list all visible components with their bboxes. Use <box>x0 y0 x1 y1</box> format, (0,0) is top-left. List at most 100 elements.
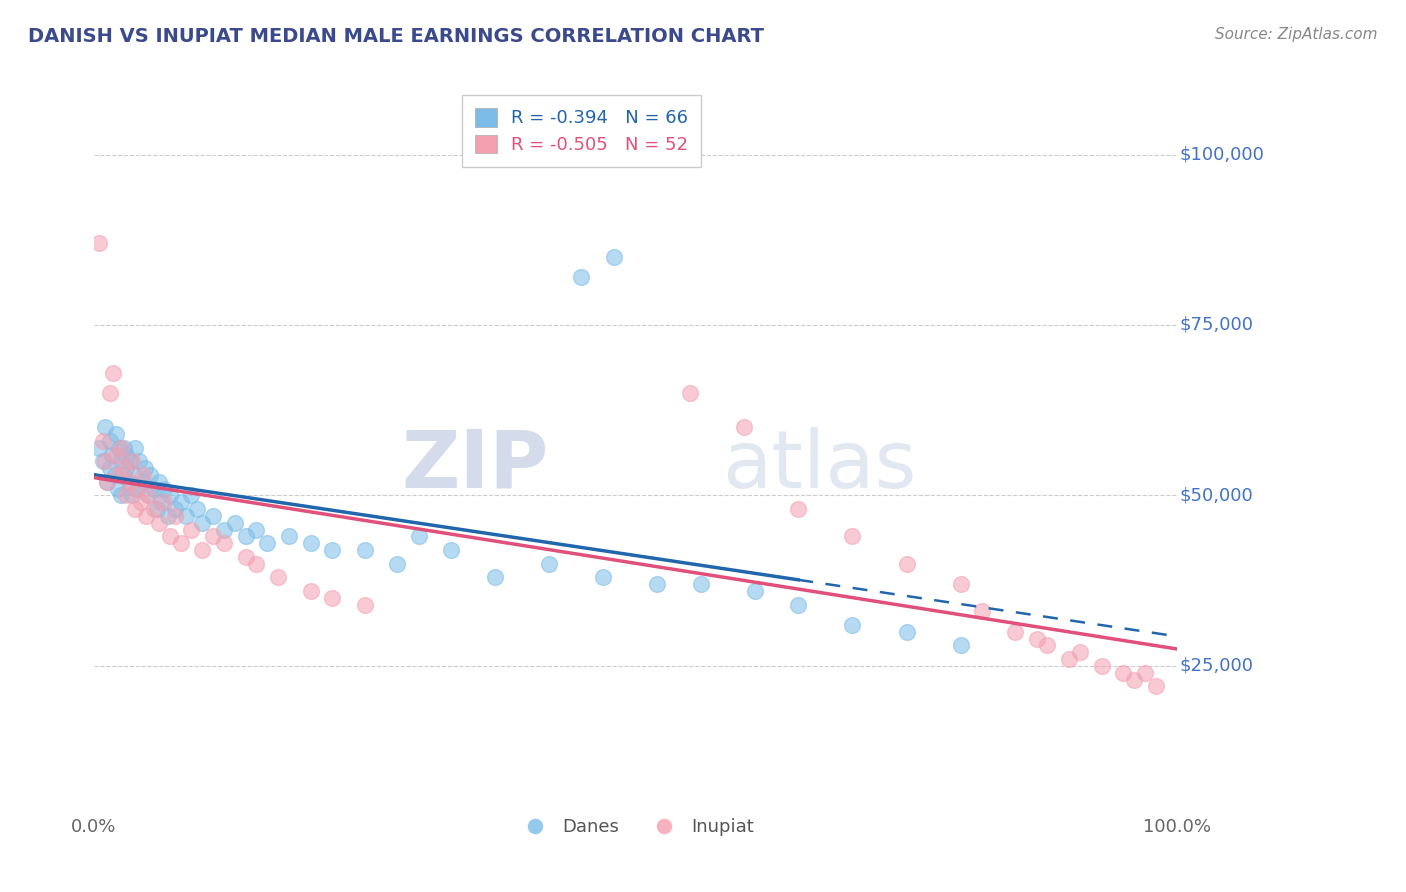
Point <box>744 583 766 598</box>
Text: atlas: atlas <box>723 426 917 505</box>
Point <box>112 441 135 455</box>
Point <box>787 502 810 516</box>
Point <box>124 441 146 455</box>
Point <box>949 577 972 591</box>
Point <box>896 624 918 639</box>
Point <box>972 604 994 618</box>
Point <box>1133 665 1156 680</box>
Point <box>96 475 118 489</box>
Point <box>110 488 132 502</box>
Point <box>245 523 267 537</box>
Point <box>1123 673 1146 687</box>
Point <box>278 529 301 543</box>
Point <box>440 543 463 558</box>
Point <box>321 591 343 605</box>
Point <box>256 536 278 550</box>
Point <box>134 461 156 475</box>
Point <box>1069 645 1091 659</box>
Point <box>159 529 181 543</box>
Point <box>122 468 145 483</box>
Point <box>148 516 170 530</box>
Point <box>121 488 143 502</box>
Point <box>571 270 593 285</box>
Point <box>1025 632 1047 646</box>
Text: ZIP: ZIP <box>402 426 548 505</box>
Point <box>245 557 267 571</box>
Point <box>139 468 162 483</box>
Point <box>235 549 257 564</box>
Point <box>112 468 135 483</box>
Point <box>647 577 669 591</box>
Text: $75,000: $75,000 <box>1180 316 1254 334</box>
Point <box>169 495 191 509</box>
Point <box>118 454 141 468</box>
Point <box>1057 652 1080 666</box>
Point <box>129 495 152 509</box>
Point <box>321 543 343 558</box>
Point <box>128 454 150 468</box>
Point <box>787 598 810 612</box>
Point <box>896 557 918 571</box>
Point <box>94 454 117 468</box>
Point <box>153 482 176 496</box>
Point <box>1036 639 1059 653</box>
Point <box>112 461 135 475</box>
Text: $25,000: $25,000 <box>1180 657 1254 675</box>
Point <box>299 583 322 598</box>
Point <box>101 448 124 462</box>
Point <box>174 508 197 523</box>
Point <box>841 618 863 632</box>
Point <box>96 475 118 489</box>
Point <box>165 508 187 523</box>
Point <box>949 639 972 653</box>
Point <box>131 475 153 489</box>
Point <box>124 502 146 516</box>
Text: DANISH VS INUPIAT MEDIAN MALE EARNINGS CORRELATION CHART: DANISH VS INUPIAT MEDIAN MALE EARNINGS C… <box>28 27 763 45</box>
Point <box>212 536 235 550</box>
Point <box>98 461 121 475</box>
Point <box>191 543 214 558</box>
Point <box>131 468 153 483</box>
Point <box>146 502 169 516</box>
Point <box>89 236 111 251</box>
Point <box>107 468 129 483</box>
Point <box>1112 665 1135 680</box>
Point <box>191 516 214 530</box>
Point <box>212 523 235 537</box>
Point <box>98 386 121 401</box>
Point <box>224 516 246 530</box>
Point <box>299 536 322 550</box>
Text: Source: ZipAtlas.com: Source: ZipAtlas.com <box>1215 27 1378 42</box>
Point <box>118 475 141 489</box>
Point <box>94 420 117 434</box>
Point <box>353 543 375 558</box>
Point <box>202 529 225 543</box>
Point <box>1144 679 1167 693</box>
Legend: Danes, Inupiat: Danes, Inupiat <box>510 811 762 843</box>
Point <box>107 482 129 496</box>
Point <box>91 434 114 448</box>
Point <box>186 502 208 516</box>
Point <box>127 482 149 496</box>
Text: $50,000: $50,000 <box>1180 486 1253 505</box>
Point <box>733 420 755 434</box>
Point <box>127 482 149 496</box>
Point <box>115 448 138 462</box>
Point <box>110 454 132 468</box>
Point <box>353 598 375 612</box>
Point <box>202 508 225 523</box>
Point <box>153 495 176 509</box>
Point <box>180 488 202 502</box>
Point <box>484 570 506 584</box>
Point <box>98 434 121 448</box>
Point <box>110 441 132 455</box>
Point <box>91 454 114 468</box>
Point <box>841 529 863 543</box>
Point <box>689 577 711 591</box>
Point <box>150 495 173 509</box>
Point <box>121 454 143 468</box>
Point <box>387 557 409 571</box>
Point <box>136 488 159 502</box>
Point <box>159 488 181 502</box>
Point <box>135 508 157 523</box>
